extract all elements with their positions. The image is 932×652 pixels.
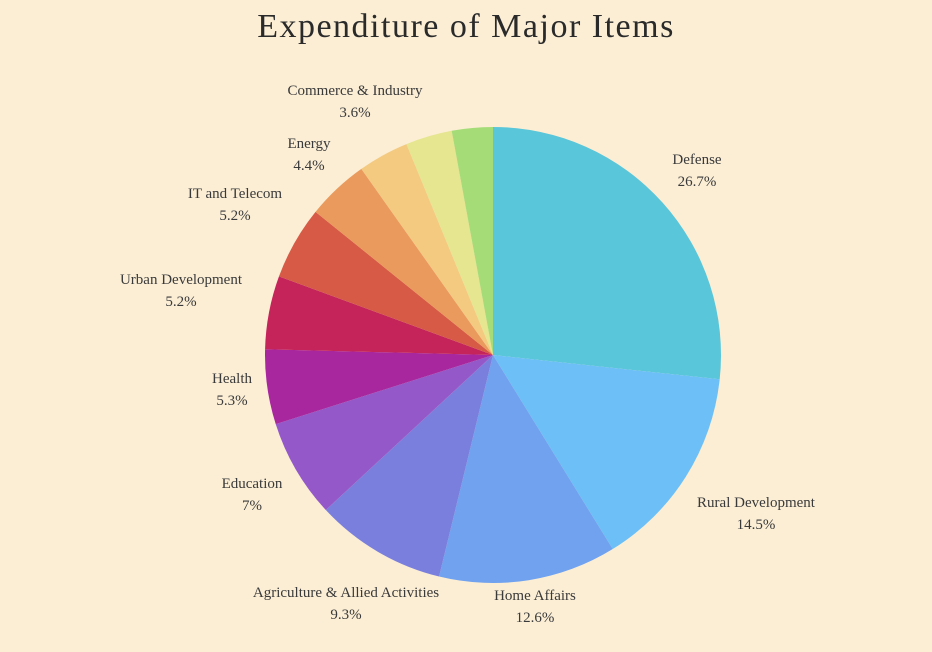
pie-slice-health [264, 349, 493, 425]
slice-value-it-and-telecom: 5.2% [219, 208, 250, 224]
slice-label-education: Education [222, 476, 283, 492]
pie-slice-it-and-telecom [278, 211, 493, 355]
slice-value-home-affairs: 12.6% [516, 610, 555, 626]
slice-label-agriculture-allied-activities: Agriculture & Allied Activities [253, 585, 439, 601]
pie-slice-defense [493, 127, 721, 380]
pie-slices [264, 127, 721, 583]
slice-label-defense: Defense [672, 152, 721, 168]
slice-value-rural-development: 14.5% [737, 517, 776, 533]
pie-slice-commerce-industry [361, 144, 493, 355]
slice-label-health: Health [212, 371, 252, 387]
pie-labels: Defense 26.7% Rural Development 14.5% Home A… [120, 83, 816, 626]
slice-label-home-affairs: Home Affairs [494, 588, 576, 604]
pie-slice-energy [315, 168, 493, 355]
slice-label-commerce-industry: Commerce & Industry [288, 83, 423, 99]
pie-slice-home-affairs [439, 355, 613, 583]
slice-label-rural-development: Rural Development [697, 495, 816, 511]
pie-slice-rural-development [493, 355, 720, 550]
slice-value-commerce-industry: 3.6% [339, 105, 370, 121]
pie-slice-unlabeled-10 [406, 130, 493, 355]
slice-value-education: 7% [242, 498, 262, 514]
slice-value-defense: 26.7% [678, 174, 717, 190]
pie-slice-unlabeled-11 [451, 127, 493, 355]
chart-title: Expenditure of Major Items [257, 8, 675, 45]
slice-label-urban-development: Urban Development [120, 272, 243, 288]
pie-slice-education [275, 355, 493, 511]
slice-value-energy: 4.4% [293, 158, 324, 174]
pie-slice-agriculture-allied-activities [325, 355, 493, 577]
slice-value-urban-development: 5.2% [165, 294, 196, 310]
slice-value-health: 5.3% [216, 393, 247, 409]
slice-label-energy: Energy [287, 136, 331, 152]
slice-label-it-and-telecom: IT and Telecom [188, 186, 283, 202]
pie-slice-urban-development [265, 276, 493, 355]
slice-value-agriculture-allied-activities: 9.3% [330, 607, 361, 623]
